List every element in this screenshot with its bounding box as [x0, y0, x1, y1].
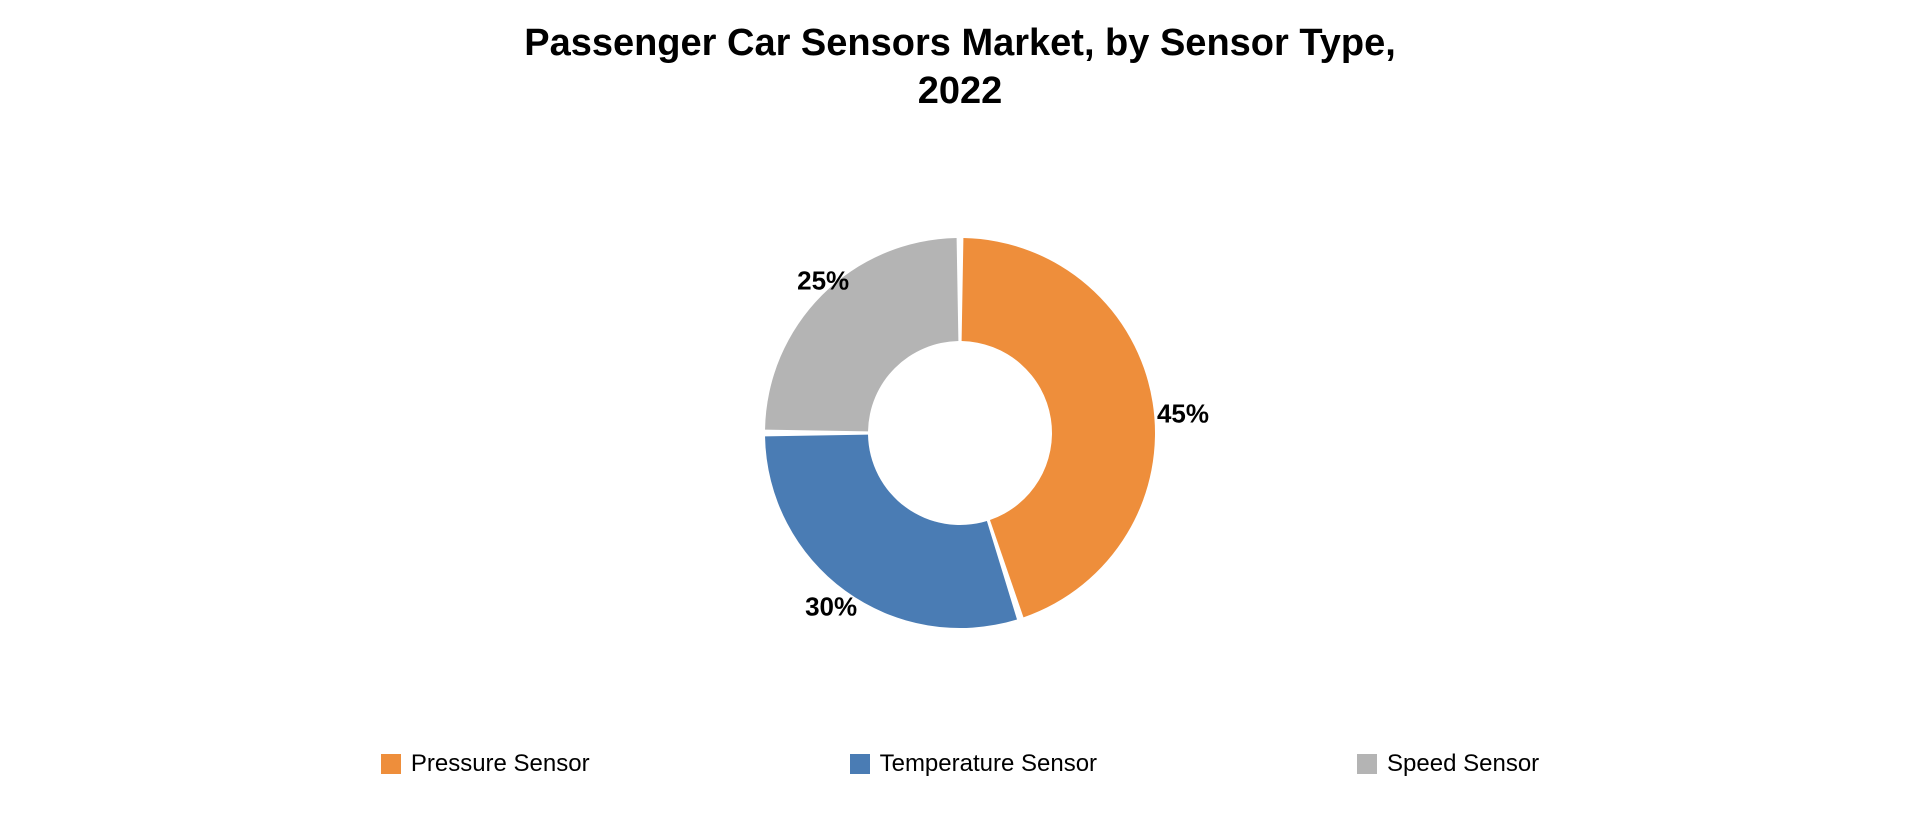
donut-slice-temperature-sensor [765, 434, 1017, 627]
donut-wrap: 45%30%25% [730, 203, 1190, 663]
title-line-1: Passenger Car Sensors Market, by Sensor … [524, 20, 1396, 68]
slice-label-pressure-sensor: 45% [1157, 398, 1209, 429]
legend-swatch-icon [850, 754, 870, 774]
title-line-2: 2022 [524, 68, 1396, 116]
legend-swatch-icon [1357, 754, 1377, 774]
legend-swatch-icon [381, 754, 401, 774]
chart-container: Passenger Car Sensors Market, by Sensor … [0, 0, 1920, 818]
legend-label: Temperature Sensor [880, 750, 1097, 778]
legend-item-pressure-sensor: Pressure Sensor [381, 750, 590, 778]
legend: Pressure Sensor Temperature Sensor Speed S… [381, 750, 1539, 818]
legend-label: Pressure Sensor [411, 750, 590, 778]
slice-label-temperature-sensor: 30% [805, 592, 857, 623]
legend-item-temperature-sensor: Temperature Sensor [850, 750, 1097, 778]
donut-slice-speed-sensor [765, 238, 958, 431]
slice-label-speed-sensor: 25% [797, 265, 849, 296]
legend-item-speed-sensor: Speed Sensor [1357, 750, 1539, 778]
legend-label: Speed Sensor [1387, 750, 1539, 778]
chart-area: 45%30%25% [730, 115, 1190, 750]
chart-title: Passenger Car Sensors Market, by Sensor … [524, 20, 1396, 115]
